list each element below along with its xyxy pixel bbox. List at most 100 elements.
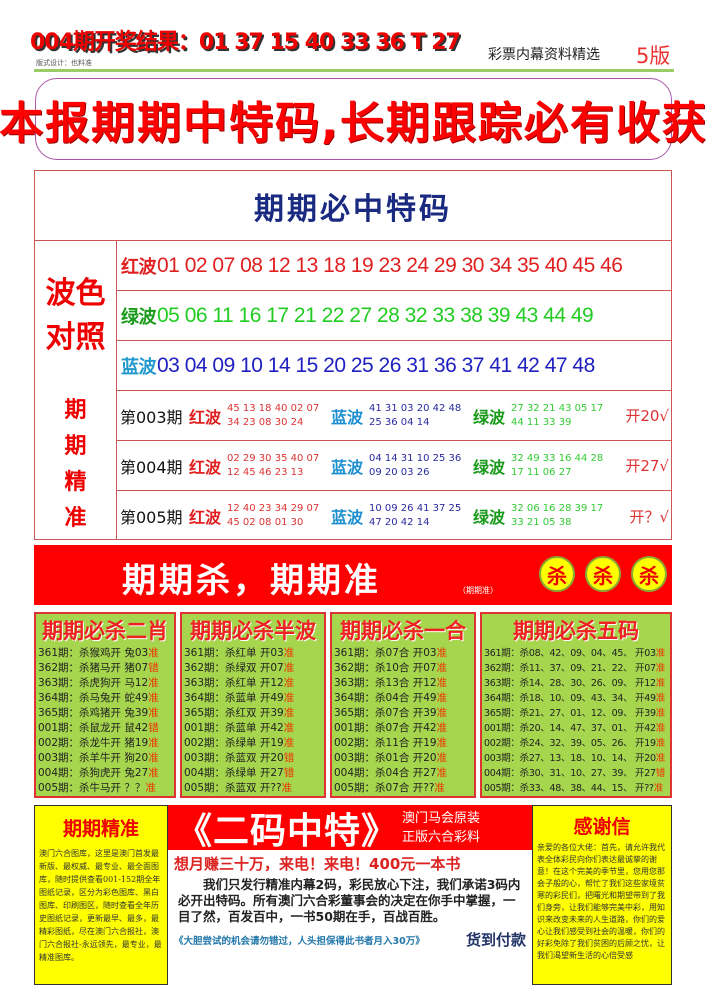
left-ad: 期期精准 澳门六合图库，这里是澳门首发最新版、最权威、最专业、最全面图库，随时提… [34, 805, 168, 985]
kill-row: 004期：杀04合 开27准 [334, 766, 472, 781]
blue-wave-label: 蓝波 [331, 457, 364, 477]
kill-row-mark: 准 [436, 722, 448, 734]
kill-box: 期期必杀半波 361期：杀红单 开03准 362期：杀绿双 开07准 363期：杀红单… [180, 612, 326, 798]
wave-row-label: 绿波 [121, 306, 157, 328]
kill-row-mark: 准 [655, 648, 666, 659]
kill-row-mark: 准 [283, 662, 295, 674]
kill-row-text: 004期：杀30、31、10、27、39、 开27 [484, 768, 656, 779]
kill-banner: 期期杀，期期准 （期期准） 杀 杀 杀 [34, 545, 672, 605]
kill-row-text: 004期：杀04合 开27 [334, 767, 437, 779]
kill-row: 362期：杀10合 开07准 [334, 661, 472, 676]
kill-row-mark: 准 [436, 662, 448, 674]
kill-row: 002期：杀11合 开19准 [334, 736, 472, 751]
kill-row-mark: 准 [653, 783, 664, 794]
kill-row-mark: 准 [283, 707, 295, 719]
kill-row-text: 363期：杀14、28、30、26、09、 开12 [484, 678, 656, 689]
left-ad-title: 期期精准 [62, 818, 139, 840]
kill-row-mark: 准 [145, 782, 156, 794]
period-row: 第004期 红波 02 29 30 35 40 07 12 45 46 23 13 蓝波… [117, 441, 671, 491]
kill-row: 365期：杀红双 开39准 [184, 706, 322, 721]
kill-row-mark: 准 [148, 767, 159, 779]
blue-wave-numbers: 41 31 03 20 42 48 [369, 402, 462, 414]
kill-row-mark: 错 [148, 722, 159, 734]
red-wave-label: 红波 [189, 457, 222, 477]
kill-row: 001期：杀20、14、47、37、01、 开42准 [484, 721, 668, 736]
kill-row: 362期：杀绿双 开07准 [184, 661, 322, 676]
kill-row: 002期：杀24、32、39、05、26、 开19准 [484, 736, 668, 751]
red-wave-numbers: 12 45 46 23 13 [227, 466, 304, 478]
kill-ball: 杀 [539, 556, 575, 592]
kill-row-text: 365期：杀鸡猪开 兔39 [38, 707, 149, 719]
kill-row-mark: 准 [148, 692, 159, 704]
kill-row-text: 361期：杀猴鸡开 兔03 [38, 647, 149, 659]
kill-row-mark: 准 [436, 647, 448, 659]
kill-box-title: 期期必杀半波 [190, 619, 316, 643]
kill-row-text: 005期：杀牛马开 ？？ [38, 782, 146, 794]
green-wave-numbers: 32 49 33 16 44 28 [511, 452, 604, 464]
period-result: 开？√ [629, 507, 669, 526]
kill-row: 364期：杀18、10、09、43、34、 开49准 [484, 691, 668, 706]
kill-row-text: 003期：杀01合 开20 [334, 752, 437, 764]
kill-row-mark: 错 [655, 768, 666, 779]
kill-row-mark: 准 [281, 782, 293, 794]
kill-row: 365期：杀21、27、01、12、09、 开39准 [484, 706, 668, 721]
kill-row-mark: 准 [283, 692, 295, 704]
kill-row-mark: 准 [655, 693, 666, 704]
kill-row-mark: 准 [436, 737, 448, 749]
red-wave-numbers: 12 40 23 34 29 07 [227, 503, 320, 514]
kill-row-text: 001期：杀蓝单 开42 [184, 722, 284, 734]
red-wave-label: 红波 [189, 508, 222, 527]
wave-row-numbers: 01 02 07 08 12 13 18 19 23 24 29 30 34 3… [157, 253, 623, 277]
kill-row: 004期：杀绿单 开27错 [184, 766, 322, 781]
blue-wave-numbers: 10 09 26 41 37 25 [369, 503, 462, 514]
kill-row: 362期：杀11、37、09、21、22、 开07准 [484, 661, 668, 676]
middle-ad-side: 正版六合彩料 [402, 829, 481, 845]
kill-row: 361期：杀08、42、09、04、45、 开03准 [484, 646, 668, 661]
kill-row-mark: 准 [436, 752, 448, 764]
kill-row-text: 364期：杀18、10、09、43、34、 开49 [484, 693, 656, 704]
kill-row: 361期：杀红单 开03准 [184, 646, 322, 661]
kill-row-mark: 准 [283, 737, 295, 749]
period-name: 第005期 [120, 508, 183, 527]
blue-wave-numbers: 04 14 31 10 25 36 [369, 452, 462, 464]
kill-row: 365期：杀07合 开39准 [334, 706, 472, 721]
kill-row: 364期：杀马兔开 蛇49准 [38, 691, 172, 706]
kill-row-text: 361期：杀08、42、09、04、45、 开03 [484, 648, 656, 659]
kill-row: 361期：杀07合 开03准 [334, 646, 472, 661]
right-ad-title: 感谢信 [573, 816, 631, 838]
kill-row: 364期：杀蓝单 开49准 [184, 691, 322, 706]
kill-row-text: 362期：杀10合 开07 [334, 662, 437, 674]
period-row: 第005期 红波 12 40 23 34 29 07 45 02 08 01 30 蓝波… [117, 491, 671, 541]
kill-row-text: 364期：杀马兔开 蛇49 [38, 692, 149, 704]
kill-row-text: 001期：杀07合 开42 [334, 722, 437, 734]
green-wave-numbers: 17 11 06 27 [511, 466, 572, 478]
period-name: 第003期 [120, 407, 183, 427]
designer-credit: 版式设计：也料准 [36, 59, 92, 67]
special-code-table: 期期必中特码 波色对照 红波 01 02 07 08 12 13 18 19 23… [34, 170, 672, 540]
kill-title: 期期杀，期期准 [122, 561, 381, 601]
main-banner: 本报期期中特码,长期跟踪必有收获 [0, 78, 706, 160]
wave-row: 蓝波 03 04 09 10 14 15 20 25 26 31 36 37 41… [117, 341, 671, 391]
red-wave-numbers: 45 13 18 40 02 07 [227, 402, 320, 414]
kill-row-mark: 准 [655, 723, 666, 734]
wave-label: 波色对照 [35, 241, 117, 391]
kill-row-text: 002期：杀24、32、39、05、26、 开19 [484, 738, 656, 749]
kill-row-text: 363期：杀虎狗开 马12 [38, 677, 149, 689]
kill-box: 期期必杀五码 361期：杀08、42、09、04、45、 开03准 362期：杀11… [480, 612, 672, 798]
kill-box: 期期必杀一合 361期：杀07合 开03准 362期：杀10合 开07准 363期：杀… [330, 612, 476, 798]
kill-row-text: 005期：杀33、48、38、44、15、 开?? [484, 783, 654, 794]
wave-row: 红波 01 02 07 08 12 13 18 19 23 24 29 30 34… [117, 241, 671, 291]
kill-row-mark: 准 [655, 708, 666, 719]
kill-row: 363期：杀14、28、30、26、09、 开12准 [484, 676, 668, 691]
right-ad-text: 亲爱的各位大佬：首先，请允许我代表全体彩民向你们表达最诚挚的谢意！在这个完美的季… [537, 843, 665, 960]
right-ad: 感谢信 亲爱的各位大佬：首先，请允许我代表全体彩民向你们表达最诚挚的谢意！在这个… [532, 805, 672, 985]
kill-row-text: 004期：杀狗虎开 兔27 [38, 767, 149, 779]
green-wave-numbers: 44 11 33 39 [511, 416, 572, 428]
kill-row-text: 003期：杀蓝双 开20 [184, 752, 284, 764]
kill-row-mark: 准 [283, 677, 295, 689]
kill-subtitle: （期期准） [458, 586, 498, 595]
kill-row-text: 005期：杀07合 开?? [334, 782, 435, 794]
blue-wave-numbers: 25 36 04 14 [369, 416, 430, 428]
kill-row-mark: 准 [655, 738, 666, 749]
kill-row-text: 362期：杀猪马开 猪07 [38, 662, 149, 674]
